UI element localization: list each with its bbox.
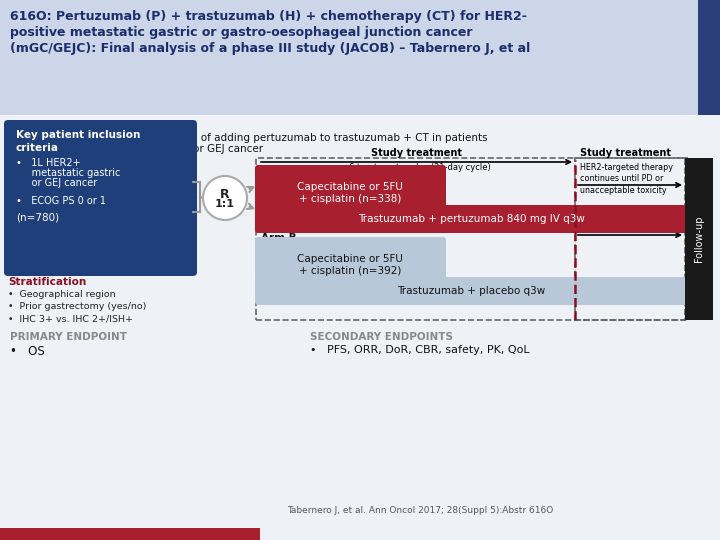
Text: Stratification: Stratification bbox=[8, 277, 86, 287]
Text: Trastuzumab + pertuzumab 840 mg IV q3w: Trastuzumab + pertuzumab 840 mg IV q3w bbox=[358, 214, 585, 224]
Text: Tabernero J, et al. Ann Oncol 2017; 28(Suppl 5):Abstr 616O: Tabernero J, et al. Ann Oncol 2017; 28(S… bbox=[287, 506, 553, 515]
Bar bbox=[0, 528, 260, 540]
Text: (mGC/GEJC): Final analysis of a phase III study (JACOB) – Tabernero J, et al: (mGC/GEJC): Final analysis of a phase II… bbox=[10, 42, 530, 55]
Bar bbox=[575, 158, 685, 320]
Text: metastatic gastric: metastatic gastric bbox=[16, 168, 120, 178]
Circle shape bbox=[203, 176, 247, 220]
Bar bbox=[0, 115, 720, 540]
Bar bbox=[0, 0, 720, 115]
FancyBboxPatch shape bbox=[255, 237, 446, 281]
Text: Follow-up: Follow-up bbox=[694, 216, 704, 262]
FancyBboxPatch shape bbox=[255, 165, 446, 209]
Text: Study objective: Study objective bbox=[10, 120, 113, 133]
Text: Trastuzumab + placebo q3w: Trastuzumab + placebo q3w bbox=[397, 286, 546, 296]
Text: •   OS: • OS bbox=[10, 345, 45, 358]
Text: HER2-targeted therapy
continues until PD or
unacceptable toxicity: HER2-targeted therapy continues until PD… bbox=[580, 163, 673, 195]
FancyBboxPatch shape bbox=[255, 205, 688, 233]
Text: •  IHC 3+ vs. IHC 2+/ISH+: • IHC 3+ vs. IHC 2+/ISH+ bbox=[8, 314, 133, 323]
Text: positive metastatic gastric or gastro-oesophageal junction cancer: positive metastatic gastric or gastro-oe… bbox=[10, 26, 472, 39]
Text: 616O: Pertuzumab (P) + trastuzumab (H) + chemotherapy (CT) for HER2-: 616O: Pertuzumab (P) + trastuzumab (H) +… bbox=[10, 10, 527, 23]
Text: Capecitabine or 5FU: Capecitabine or 5FU bbox=[297, 182, 403, 192]
Text: SECONDARY ENDPOINTS: SECONDARY ENDPOINTS bbox=[310, 332, 453, 342]
Text: Arm B: Arm B bbox=[261, 233, 297, 243]
Text: •   To assess the efficacy and safety of adding pertuzumab to trastuzumab + CT i: • To assess the efficacy and safety of a… bbox=[10, 133, 487, 143]
Text: R: R bbox=[220, 187, 230, 200]
Text: ~6 treatment cycles (21-day cycle): ~6 treatment cycles (21-day cycle) bbox=[342, 163, 491, 172]
Text: + cisplatin (n=392): + cisplatin (n=392) bbox=[299, 266, 401, 276]
Bar bbox=[256, 158, 687, 320]
Text: Capecitabine or 5FU: Capecitabine or 5FU bbox=[297, 254, 403, 264]
Text: •   PFS, ORR, DoR, CBR, safety, PK, QoL: • PFS, ORR, DoR, CBR, safety, PK, QoL bbox=[310, 345, 530, 355]
FancyBboxPatch shape bbox=[255, 277, 688, 305]
FancyBboxPatch shape bbox=[4, 120, 197, 276]
Text: •   1L HER2+: • 1L HER2+ bbox=[16, 158, 81, 168]
Text: (n=780): (n=780) bbox=[16, 212, 59, 222]
Text: Study treatment: Study treatment bbox=[371, 148, 462, 158]
Text: 1:1: 1:1 bbox=[215, 199, 235, 209]
Bar bbox=[685, 158, 713, 320]
Text: + cisplatin (n=338): + cisplatin (n=338) bbox=[299, 194, 401, 204]
Text: •   ECOG PS 0 or 1: • ECOG PS 0 or 1 bbox=[16, 196, 106, 206]
Text: •  Geographical region: • Geographical region bbox=[8, 290, 116, 299]
Text: •  Prior gastrectomy (yes/no): • Prior gastrectomy (yes/no) bbox=[8, 302, 146, 311]
Bar bbox=[698, 0, 720, 115]
Text: or GEJ cancer: or GEJ cancer bbox=[16, 178, 97, 188]
Text: PRIMARY ENDPOINT: PRIMARY ENDPOINT bbox=[10, 332, 127, 342]
Text: Arm A: Arm A bbox=[261, 167, 297, 177]
Text: Key patient inclusion
criteria: Key patient inclusion criteria bbox=[16, 130, 140, 153]
Text: Study treatment: Study treatment bbox=[580, 148, 671, 158]
Text: with HER2+ metastatic gastric or GEJ cancer: with HER2+ metastatic gastric or GEJ can… bbox=[10, 144, 263, 154]
